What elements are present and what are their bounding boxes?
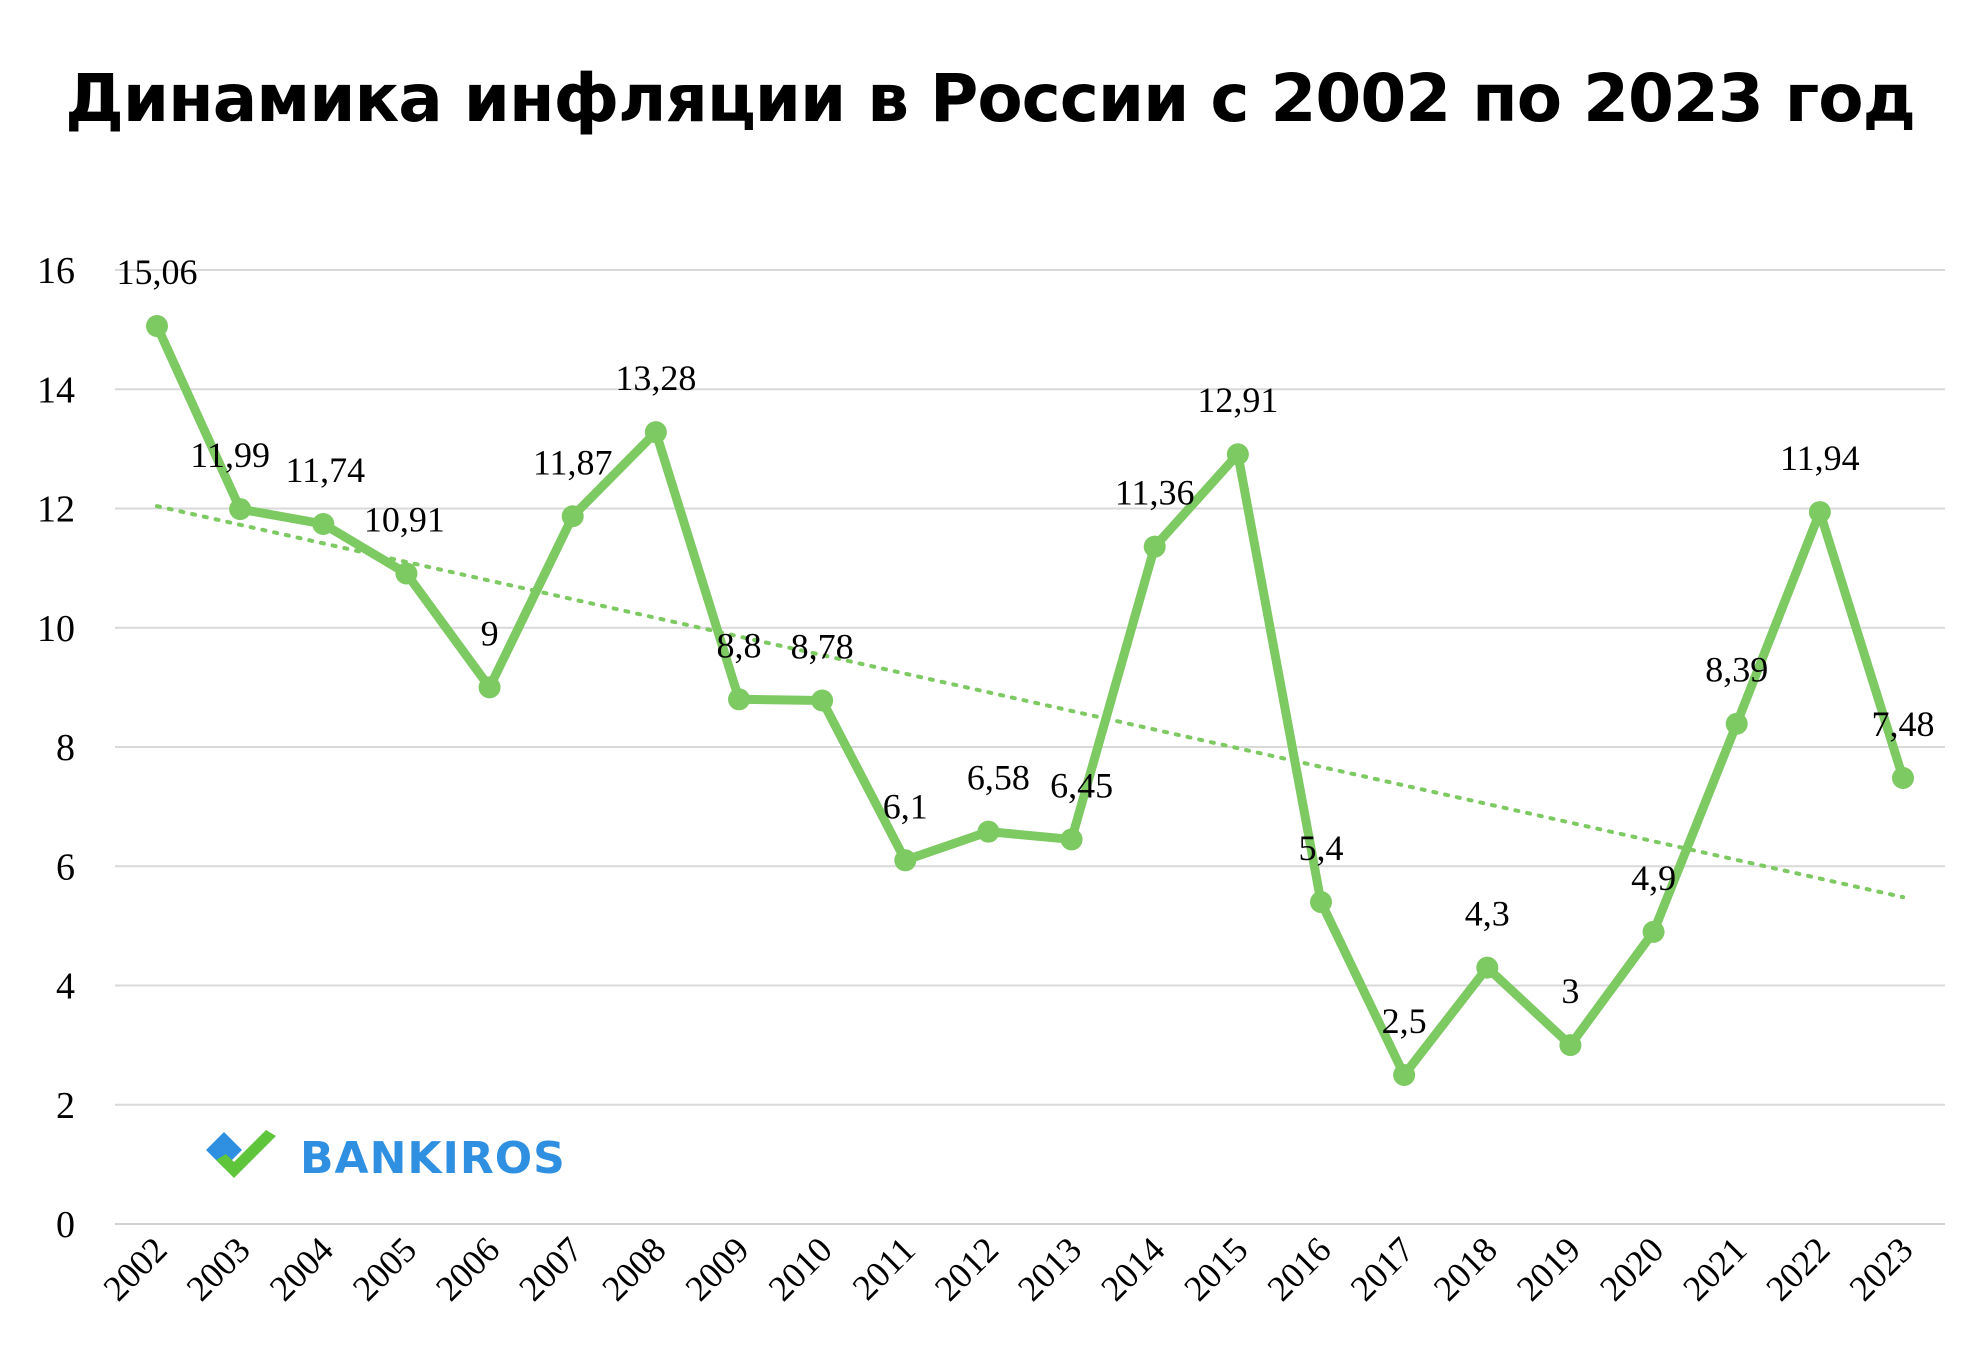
data-label: 8,8: [717, 625, 762, 665]
data-label: 11,99: [190, 435, 270, 475]
data-point: [312, 513, 335, 536]
data-label: 12,91: [1197, 380, 1278, 420]
logo-text: BANKIROS: [300, 1132, 566, 1184]
data-label: 11,74: [285, 450, 365, 490]
data-label: 7,48: [1872, 704, 1935, 744]
data-point: [1476, 956, 1499, 979]
x-tick-label: 2022: [1758, 1229, 1837, 1308]
data-label: 15,06: [117, 252, 198, 292]
data-label: 8,78: [791, 626, 854, 666]
data-label: 6,45: [1050, 765, 1113, 805]
data-label: 11,94: [1780, 438, 1860, 478]
data-label: 5,4: [1299, 828, 1344, 868]
x-tick-label: 2012: [927, 1229, 1006, 1308]
x-tick-label: 2003: [179, 1229, 258, 1308]
gridlines: [115, 269, 1945, 1225]
x-tick-label: 2019: [1509, 1229, 1588, 1308]
data-label: 10,91: [364, 499, 445, 539]
data-point: [1808, 501, 1831, 524]
series-group: [146, 315, 1914, 1086]
data-label: 11,36: [1115, 473, 1195, 513]
data-point: [894, 849, 917, 872]
x-tick-label: 2011: [845, 1229, 923, 1307]
logo-mark-blue: [206, 1132, 242, 1168]
x-tick-label: 2004: [262, 1229, 341, 1308]
data-point: [1143, 535, 1166, 558]
x-tick-label: 2008: [594, 1229, 673, 1308]
x-axis-ticks: 2002 2003 2004 2005 2006 2007 2008 2009 2010 2011…: [95, 1229, 1920, 1308]
data-point: [1559, 1034, 1582, 1057]
x-tick-label: 2009: [677, 1229, 756, 1308]
y-tick-label: 12: [37, 489, 75, 531]
data-point: [1892, 767, 1914, 790]
x-tick-label: 2005: [345, 1229, 424, 1308]
y-tick-label: 10: [37, 608, 75, 650]
trendline: [155, 504, 1905, 900]
bankiros-logo-icon: [206, 1130, 276, 1178]
data-label: 6,58: [967, 758, 1030, 798]
x-tick-label: 2015: [1176, 1229, 1255, 1308]
data-label: 2,5: [1382, 1001, 1427, 1041]
x-tick-label: 2023: [1841, 1229, 1920, 1308]
x-tick-label: 2006: [428, 1229, 507, 1308]
data-label: 13,28: [615, 358, 696, 398]
y-tick-label: 6: [56, 846, 75, 888]
data-point: [1393, 1063, 1416, 1086]
x-tick-label: 2016: [1259, 1229, 1338, 1308]
y-tick-label: 16: [37, 250, 75, 292]
y-tick-label: 14: [37, 369, 75, 411]
data-point: [811, 689, 834, 712]
data-point: [1725, 712, 1748, 735]
data-label: 6,1: [883, 786, 928, 826]
data-point: [1642, 920, 1665, 943]
x-tick-label: 2017: [1343, 1229, 1422, 1308]
data-point: [728, 688, 750, 711]
data-point: [146, 315, 168, 338]
x-tick-label: 2007: [511, 1229, 590, 1308]
data-label: 4,3: [1465, 894, 1510, 934]
x-tick-label: 2002: [95, 1229, 174, 1308]
x-tick-label: 2010: [761, 1229, 840, 1308]
series-line: [152, 321, 1908, 1080]
data-point: [644, 421, 667, 444]
x-tick-label: 2020: [1592, 1229, 1671, 1308]
data-point: [1226, 443, 1249, 466]
y-tick-label: 8: [56, 727, 75, 769]
data-label: 9: [481, 613, 499, 653]
data-point: [977, 820, 1000, 843]
data-point: [229, 498, 252, 521]
x-tick-label: 2013: [1010, 1229, 1089, 1308]
data-point: [1060, 828, 1083, 851]
y-tick-label: 4: [56, 966, 75, 1008]
y-tick-label: 0: [56, 1204, 75, 1246]
data-point: [478, 676, 501, 699]
x-tick-label: 2018: [1426, 1229, 1505, 1308]
data-label: 11,87: [533, 442, 613, 482]
data-point: [561, 505, 584, 528]
chart-title: Динамика инфляции в России с 2002 по 202…: [65, 60, 1916, 137]
x-tick-label: 2014: [1093, 1229, 1172, 1308]
data-label: 4,9: [1631, 858, 1676, 898]
x-tick-label: 2021: [1675, 1229, 1754, 1308]
data-label: 3: [1561, 971, 1579, 1011]
y-tick-label: 2: [56, 1085, 75, 1127]
bankiros-logo: BANKIROS: [206, 1128, 566, 1188]
data-point: [1310, 891, 1332, 914]
data-labels: 15,06 11,99 11,74 10,91 9 11,87 13,28 8,8 8,78 6,…: [117, 252, 1935, 1041]
y-axis-ticks: 0 2 4 6 8 10 12 14 16: [37, 250, 75, 1246]
data-point: [395, 562, 418, 585]
logo-mark-green: [216, 1130, 276, 1178]
data-label: 8,39: [1705, 650, 1768, 690]
trendline-path: [155, 504, 1905, 900]
